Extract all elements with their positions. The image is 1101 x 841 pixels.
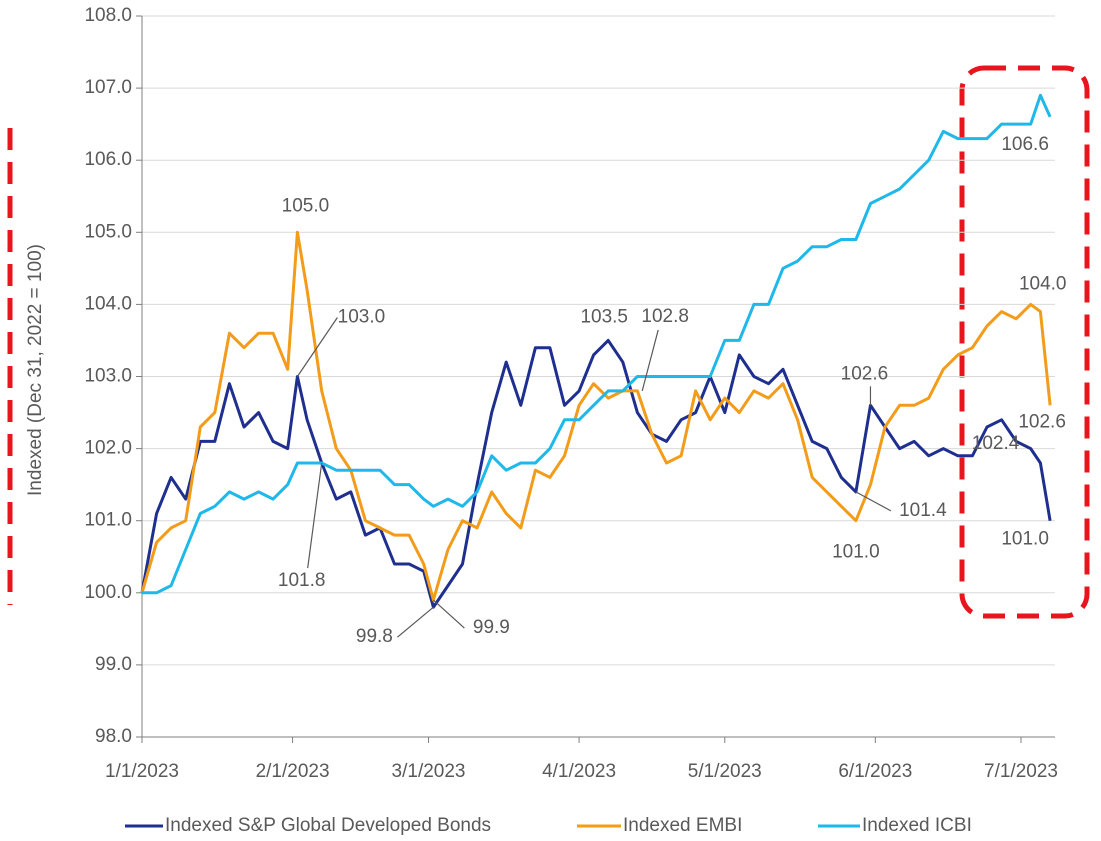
y-tick-label: 105.0 [84,221,132,242]
legend-label: Indexed S&P Global Developed Bonds [165,815,491,836]
data-label: 104.0 [1019,273,1067,294]
y-tick-label: 98.0 [95,726,132,747]
y-tick-label: 108.0 [84,5,132,26]
y-tick-label: 104.0 [84,293,132,314]
data-label: 99.9 [473,617,510,638]
series-line [140,230,1052,602]
y-tick-label: 106.0 [84,149,132,170]
data-label: 101.8 [278,570,326,591]
leader-line [296,317,338,377]
leader-line [307,462,323,569]
legend-label: Indexed ICBI [862,815,972,836]
highlight-box-right [959,65,1090,619]
x-tick-label: 3/1/2023 [392,761,466,782]
data-label: 105.0 [282,195,330,216]
y-tick-label: 107.0 [84,77,132,98]
y-tick-label: 103.0 [84,366,132,387]
series-line [142,93,1052,595]
data-label: 106.6 [1001,134,1049,155]
leader-line [396,606,434,638]
data-label: 102.6 [841,363,889,384]
x-tick-label: 2/1/2023 [256,761,330,782]
data-label: 101.4 [899,500,947,521]
y-tick-label: 99.0 [95,654,132,675]
y-tick-label: 100.0 [84,582,132,603]
data-label: 102.6 [1018,411,1066,432]
y-tick-label: 101.0 [84,510,132,531]
data-label: 99.8 [356,626,393,647]
data-label: 102.4 [972,433,1020,454]
y-axis-label: Indexed (Dec 31, 2022 = 100) [25,244,46,496]
x-tick-label: 4/1/2023 [542,761,616,782]
leader-line [855,491,892,512]
x-tick-label: 5/1/2023 [688,761,762,782]
x-tick-label: 7/1/2023 [984,761,1058,782]
legend-label: Indexed EMBI [623,815,742,836]
series-line [140,338,1052,609]
x-tick-label: 6/1/2023 [838,761,912,782]
leader-line [641,329,659,392]
x-tick-label: 1/1/2023 [105,761,179,782]
data-label: 102.8 [641,306,689,327]
data-label: 103.5 [580,306,628,327]
leader-line [432,599,465,629]
data-label: 101.0 [1001,529,1049,550]
data-label: 103.0 [338,307,386,328]
y-tick-label: 102.0 [84,438,132,459]
data-label: 101.0 [832,542,880,563]
